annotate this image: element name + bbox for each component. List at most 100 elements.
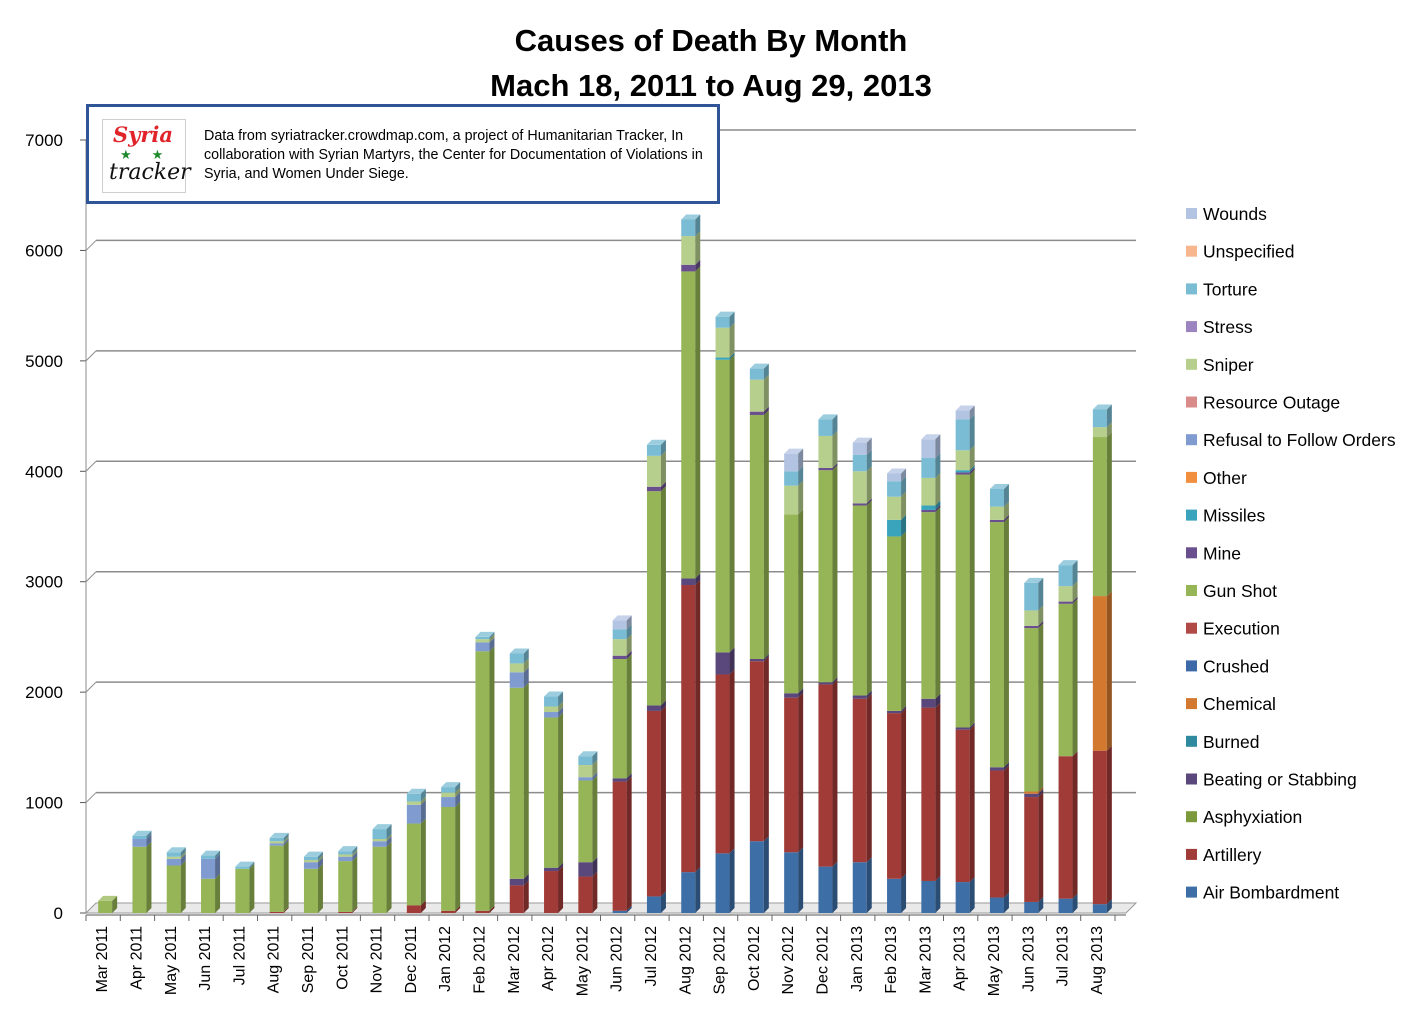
bar-segment-front xyxy=(1024,901,1039,913)
bar-segment-front xyxy=(989,522,1004,768)
bar-top-face xyxy=(749,363,769,369)
bar-segment xyxy=(269,832,289,842)
legend-item: Unspecified xyxy=(1186,242,1294,262)
bar-segment xyxy=(852,857,872,913)
bar-segment xyxy=(166,847,186,857)
gridline-depth xyxy=(85,460,97,472)
bar-segment-front xyxy=(955,472,970,475)
bar-segment-front xyxy=(1024,797,1039,902)
bar-segment xyxy=(1024,577,1044,611)
bar-segment-front xyxy=(1092,427,1107,438)
bar-segment-front xyxy=(989,488,1004,507)
legend-item: Burned xyxy=(1186,732,1259,752)
bar-segment xyxy=(612,634,632,656)
bar-segment-side xyxy=(455,792,461,807)
bar-segment-side xyxy=(626,624,632,640)
bar-segment-side xyxy=(695,231,701,265)
bar-segment-side xyxy=(866,449,872,472)
bar-segment-side xyxy=(283,906,289,913)
bar-segment xyxy=(818,430,838,468)
bar-segment-front xyxy=(544,717,559,868)
legend-swatch xyxy=(1186,509,1197,521)
bar-segment xyxy=(1024,623,1044,792)
bar-segment-front xyxy=(544,706,559,713)
bar-segment-side xyxy=(352,851,358,862)
bar-segment xyxy=(303,854,323,863)
bar-segment-front xyxy=(1092,409,1107,428)
bar-segment xyxy=(887,514,907,537)
bar-segment xyxy=(338,846,358,855)
x-tick-label: May 2011 xyxy=(163,926,180,995)
bar-segment-front xyxy=(338,911,353,913)
bar-segment-side xyxy=(798,688,804,698)
bar-segment-front xyxy=(578,756,593,766)
bar-segment-side xyxy=(180,853,186,866)
bar-segment xyxy=(715,848,735,913)
bar-top-face xyxy=(166,847,186,853)
bar-segment-front xyxy=(681,872,696,913)
bar-segment-front xyxy=(509,672,524,688)
syria-tracker-logo: Syria ★★ tracker xyxy=(102,119,191,193)
bar-segment-front xyxy=(887,519,902,537)
bar-segment-front xyxy=(818,684,833,867)
bar-segment-front xyxy=(406,804,421,824)
bar-segment-front xyxy=(818,467,833,471)
legend-item: Wounds xyxy=(1186,204,1267,224)
bar-segment-side xyxy=(1003,892,1009,913)
bar-segment-front xyxy=(1058,603,1073,757)
x-tick-label: Feb 2012 xyxy=(471,926,488,994)
bar-segment-front xyxy=(852,505,867,696)
bar-segment-front xyxy=(784,514,799,694)
legend-item: Air Bombardment xyxy=(1186,883,1339,903)
bar-segment-front xyxy=(749,368,764,380)
chart-title: Causes of Death By Month xyxy=(515,23,908,58)
bar-segment xyxy=(1092,899,1112,913)
bar-segment xyxy=(681,214,701,237)
x-tick-label: Mar 2013 xyxy=(917,926,934,994)
bar-segment xyxy=(818,465,838,683)
bar-segment xyxy=(818,414,838,436)
bar-segment xyxy=(646,439,666,456)
legend-swatch xyxy=(1186,283,1197,295)
bar-segment xyxy=(441,787,461,798)
legend-item: Missiles xyxy=(1186,506,1265,526)
bar-segment-front xyxy=(955,882,970,913)
bar-segment-side xyxy=(626,615,632,630)
bar-segment xyxy=(715,669,735,854)
bar-segment-front xyxy=(852,471,867,504)
bar-segment-front xyxy=(612,659,627,779)
bar-segment-side xyxy=(146,841,152,913)
bar-segment-front xyxy=(578,765,593,778)
legend-swatch xyxy=(1186,358,1197,370)
bar-segment-side xyxy=(763,836,769,913)
bar-segment-side xyxy=(660,486,666,706)
legend-item: Asphyxiation xyxy=(1186,807,1302,827)
bar-top-face xyxy=(681,214,701,220)
legend-label: Wounds xyxy=(1203,204,1267,224)
bar-segment-front xyxy=(98,900,113,913)
bar-segment-front xyxy=(578,780,593,863)
legend-label: Sniper xyxy=(1203,355,1254,375)
bar-segment-front xyxy=(921,707,936,881)
bar-segment xyxy=(955,445,975,471)
bar-segment xyxy=(784,509,804,694)
bar-segment-front xyxy=(1024,610,1039,626)
bar-top-face xyxy=(98,895,118,901)
bar-segment-front xyxy=(784,852,799,913)
bar-top-face xyxy=(646,439,666,445)
bar-segment-side xyxy=(901,514,907,537)
bar-segment xyxy=(132,830,152,840)
bar-segment-side xyxy=(798,509,804,694)
bar-segment-front xyxy=(715,853,730,913)
bar-segment xyxy=(989,762,1009,771)
bar-segment-side xyxy=(1003,517,1009,768)
gridline-depth xyxy=(85,571,97,583)
bar-segment-side xyxy=(215,853,221,879)
bar-segment-side xyxy=(798,466,804,486)
bar-segment xyxy=(1058,581,1078,602)
bar-segment xyxy=(852,449,872,472)
bar-segment xyxy=(715,352,735,360)
bar-segment xyxy=(955,469,975,728)
bar-segment xyxy=(406,796,426,805)
bar-segment-front xyxy=(887,713,902,879)
